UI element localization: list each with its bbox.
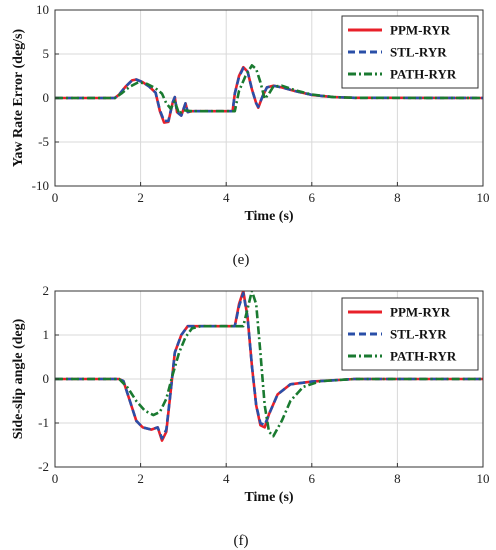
x-tick-label: 4	[223, 471, 230, 486]
panel-caption: (f)	[234, 533, 249, 549]
x-tick-label: 2	[137, 190, 144, 205]
y-tick-label: 2	[43, 283, 50, 298]
y-tick-label: 5	[43, 46, 50, 61]
series-line-stl-ryr	[55, 291, 483, 440]
y-axis-label: Side-slip angle (deg)	[11, 318, 26, 439]
y-tick-label: 10	[36, 2, 49, 17]
y-tick-label: -5	[38, 134, 49, 149]
x-tick-label: 8	[394, 471, 401, 486]
legend-label-path-ryr: PATH-RYR	[390, 67, 457, 82]
x-tick-label: 0	[52, 471, 59, 486]
y-tick-label: 0	[43, 371, 50, 386]
chart-panel-f: 0 2 4 6 8 10 -2 -1 0 1 2 Time (s) Side-slip angle (d…	[11, 283, 490, 549]
y-tick-label: 1	[43, 327, 50, 342]
legend-label-ppm-ryr: PPM-RYR	[390, 305, 451, 320]
x-tick-label: 10	[477, 190, 490, 205]
legend-label-stl-ryr: STL-RYR	[390, 327, 447, 342]
y-tick-label: -1	[38, 415, 49, 430]
y-tick-label: -10	[32, 178, 49, 193]
x-tick-label: 10	[477, 471, 490, 486]
panel-caption: (e)	[233, 252, 250, 268]
x-tick-label: 6	[309, 471, 316, 486]
y-tick-label: -2	[38, 459, 49, 474]
series-line-path-ryr	[55, 64, 483, 116]
legend-label-ppm-ryr: PPM-RYR	[390, 23, 451, 38]
series-line-path-ryr	[55, 291, 483, 438]
chart-panel-e: 0 2 4 6 8 10 -10 -5 0 5 10 Time (s) Yaw Rate Error (…	[11, 2, 490, 268]
x-tick-label: 0	[52, 190, 59, 205]
x-tick-label: 4	[223, 190, 230, 205]
legend-label-path-ryr: PATH-RYR	[390, 349, 457, 364]
legend: PPM-RYR STL-RYR PATH-RYR	[341, 15, 479, 89]
y-axis-label: Yaw Rate Error (deg/s)	[11, 29, 26, 168]
legend-label-stl-ryr: STL-RYR	[390, 45, 447, 60]
x-axis-label: Time (s)	[244, 490, 293, 505]
x-tick-label: 6	[309, 190, 316, 205]
legend: PPM-RYR STL-RYR PATH-RYR	[341, 297, 479, 371]
x-tick-label: 2	[137, 471, 144, 486]
x-tick-label: 8	[394, 190, 401, 205]
y-tick-label: 0	[43, 90, 50, 105]
x-axis-label: Time (s)	[244, 209, 293, 224]
